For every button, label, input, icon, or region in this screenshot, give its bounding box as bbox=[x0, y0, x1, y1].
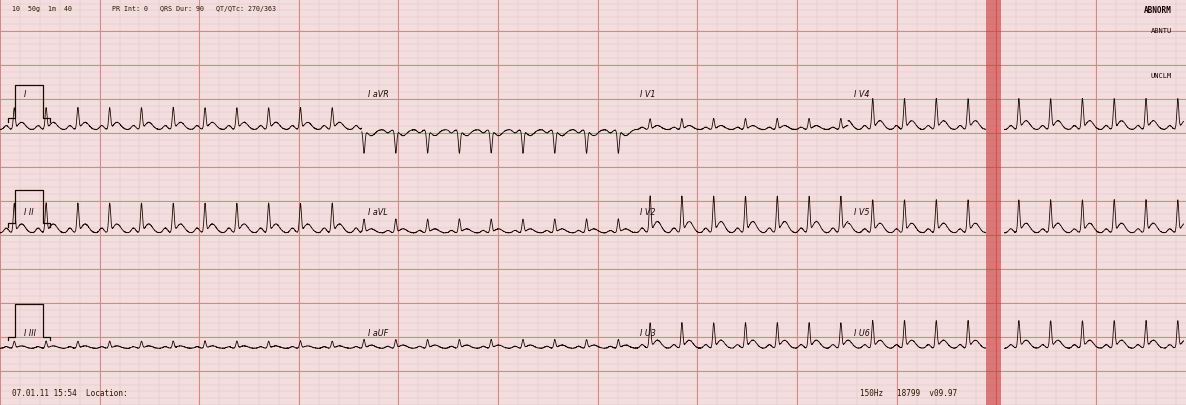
Text: I V2: I V2 bbox=[640, 208, 656, 217]
Text: 150Hz   18799  v09.97: 150Hz 18799 v09.97 bbox=[860, 389, 957, 398]
Text: ABNORM: ABNORM bbox=[1144, 6, 1172, 15]
Text: I aVL: I aVL bbox=[368, 208, 388, 217]
Text: I U6: I U6 bbox=[854, 329, 869, 338]
Text: UNCLM: UNCLM bbox=[1150, 73, 1172, 79]
Text: I aUF: I aUF bbox=[368, 329, 388, 338]
Text: I U3: I U3 bbox=[640, 329, 656, 338]
Text: I: I bbox=[24, 90, 26, 99]
Text: I III: I III bbox=[24, 329, 36, 338]
Bar bbox=[986, 0, 1001, 405]
Text: I V5: I V5 bbox=[854, 208, 869, 217]
Text: I V1: I V1 bbox=[640, 90, 656, 99]
Text: I II: I II bbox=[24, 208, 33, 217]
Text: 07.01.11 15:54  Location:: 07.01.11 15:54 Location: bbox=[12, 389, 127, 398]
Text: ABNTU: ABNTU bbox=[1150, 28, 1172, 34]
Text: 10  50g  1m  40          PR Int: 0   QRS Dur: 90   QT/QTc: 270/363: 10 50g 1m 40 PR Int: 0 QRS Dur: 90 QT/QT… bbox=[12, 6, 276, 12]
Text: I aVR: I aVR bbox=[368, 90, 388, 99]
Text: I V4: I V4 bbox=[854, 90, 869, 99]
